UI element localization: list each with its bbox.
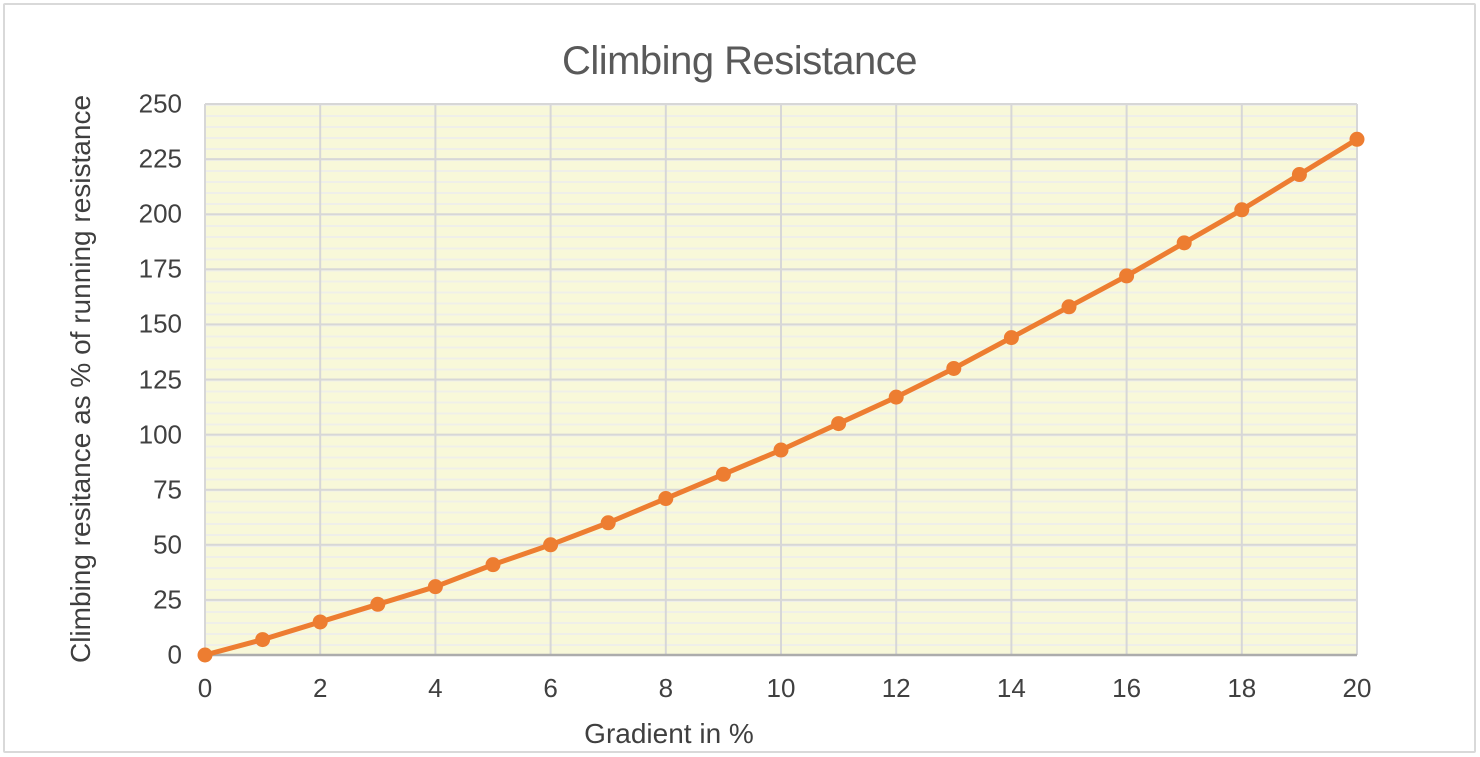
x-tick-label: 18 <box>1227 673 1257 703</box>
data-point-marker <box>658 491 674 507</box>
x-axis-title: Gradient in % <box>584 718 754 749</box>
data-point-marker <box>485 557 501 573</box>
x-tick-label: 0 <box>197 673 213 703</box>
data-point-marker <box>1349 131 1365 147</box>
x-tick-label: 16 <box>1112 673 1142 703</box>
y-tick-label: 125 <box>138 364 182 394</box>
data-point-marker <box>715 466 731 482</box>
x-tick-label: 8 <box>658 673 674 703</box>
x-tick-label: 10 <box>766 673 796 703</box>
y-tick-label: 0 <box>167 639 182 670</box>
y-tick-label: 200 <box>138 198 182 229</box>
y-tick-label: 75 <box>153 474 182 505</box>
data-point-marker <box>543 537 559 553</box>
data-point-marker <box>1234 202 1250 218</box>
x-tick-label: 12 <box>881 673 911 703</box>
data-point-marker <box>773 442 789 458</box>
x-tick-label: 6 <box>543 673 558 703</box>
line-chart-svg <box>197 103 1365 663</box>
data-point-marker <box>888 389 904 405</box>
data-point-marker <box>946 360 962 376</box>
y-tick-label: 25 <box>153 584 182 615</box>
data-point-marker <box>600 515 616 531</box>
y-tick-label: 250 <box>138 88 182 119</box>
x-tick-label: 4 <box>428 673 443 703</box>
data-point-marker <box>255 632 271 648</box>
y-tick-label: 175 <box>138 253 182 284</box>
data-point-marker <box>370 596 386 612</box>
chart-title: Climbing Resistance <box>561 39 918 83</box>
data-point-marker <box>831 416 847 432</box>
data-point-marker <box>1061 299 1077 315</box>
y-tick-label: 150 <box>138 308 182 339</box>
data-point-marker <box>427 579 443 595</box>
y-tick-label: 100 <box>138 419 182 450</box>
x-tick-label: 20 <box>1342 673 1372 703</box>
data-point-marker <box>1291 167 1307 183</box>
y-tick-label: 225 <box>138 143 182 174</box>
data-point-marker <box>197 647 213 663</box>
y-axis-title: Climbing resitance as % of running resis… <box>65 94 96 664</box>
data-point-marker <box>312 614 328 630</box>
x-tick-label: 2 <box>312 673 328 703</box>
data-point-marker <box>1119 268 1135 284</box>
x-tick-label: 14 <box>996 673 1026 703</box>
data-point-marker <box>1176 235 1192 251</box>
chart-frame: Climbing Resistance Climbing resitance a… <box>3 3 1476 753</box>
plot-area <box>197 103 1365 663</box>
data-point-marker <box>1003 330 1019 346</box>
y-tick-label: 50 <box>153 529 182 560</box>
